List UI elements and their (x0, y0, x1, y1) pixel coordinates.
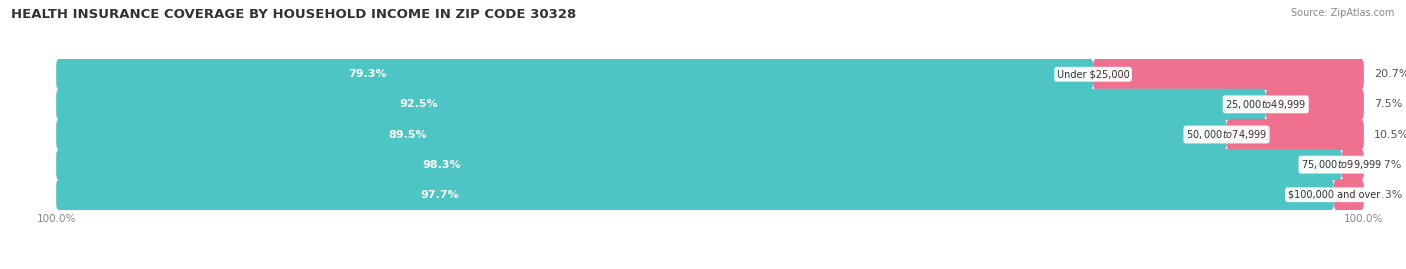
Text: 79.3%: 79.3% (349, 69, 387, 79)
Text: 2.3%: 2.3% (1374, 190, 1403, 200)
Bar (56, 92, 1364, 117)
FancyBboxPatch shape (1092, 59, 1364, 90)
Text: 98.3%: 98.3% (423, 160, 461, 170)
Text: 97.7%: 97.7% (420, 190, 458, 200)
Text: Source: ZipAtlas.com: Source: ZipAtlas.com (1291, 8, 1395, 18)
Text: 92.5%: 92.5% (399, 99, 439, 109)
Text: Under $25,000: Under $25,000 (1057, 69, 1129, 79)
Bar (56, 152, 1364, 177)
FancyBboxPatch shape (56, 59, 1092, 90)
FancyBboxPatch shape (1334, 179, 1364, 210)
FancyBboxPatch shape (56, 149, 1341, 180)
Text: 1.7%: 1.7% (1374, 160, 1403, 170)
FancyBboxPatch shape (56, 179, 1334, 210)
Legend: With Coverage, Without Coverage: With Coverage, Without Coverage (589, 268, 831, 269)
Text: 10.5%: 10.5% (1374, 129, 1406, 140)
Bar (56, 122, 1364, 147)
Bar (56, 62, 1364, 87)
FancyBboxPatch shape (56, 119, 1226, 150)
Text: HEALTH INSURANCE COVERAGE BY HOUSEHOLD INCOME IN ZIP CODE 30328: HEALTH INSURANCE COVERAGE BY HOUSEHOLD I… (11, 8, 576, 21)
FancyBboxPatch shape (1226, 119, 1364, 150)
Text: 7.5%: 7.5% (1374, 99, 1403, 109)
Text: $100,000 and over: $100,000 and over (1288, 190, 1379, 200)
Text: 20.7%: 20.7% (1374, 69, 1406, 79)
FancyBboxPatch shape (56, 89, 1265, 120)
Text: $75,000 to $99,999: $75,000 to $99,999 (1301, 158, 1382, 171)
FancyBboxPatch shape (1265, 89, 1364, 120)
Text: 89.5%: 89.5% (388, 129, 426, 140)
Text: $50,000 to $74,999: $50,000 to $74,999 (1185, 128, 1267, 141)
Text: $25,000 to $49,999: $25,000 to $49,999 (1225, 98, 1306, 111)
FancyBboxPatch shape (1341, 149, 1364, 180)
Bar (56, 182, 1364, 207)
